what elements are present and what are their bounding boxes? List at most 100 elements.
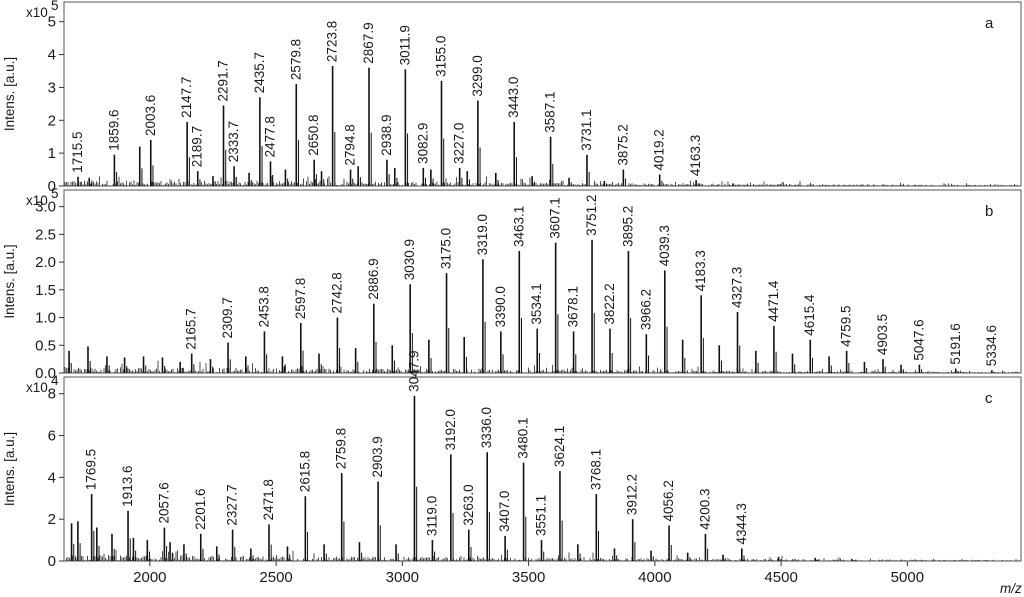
peak-label-c: 3624.1 <box>552 426 567 467</box>
peak-label-a: 4163.3 <box>688 135 703 176</box>
peak-label-c: 3768.1 <box>588 449 603 490</box>
x-tick-label: 5000 <box>891 569 924 586</box>
y-tick-label-b: 1.5 <box>35 282 56 299</box>
peak-label-a: 2938.9 <box>379 114 394 155</box>
peak-label-a: 2435.7 <box>252 52 267 93</box>
baseline-noise-b <box>64 360 1020 373</box>
peak-label-a: 2579.8 <box>288 39 303 80</box>
peak-label-a: 2003.6 <box>143 95 158 136</box>
y-multiplier-exp-b: 5 <box>51 186 59 201</box>
peak-label-c: 3192.0 <box>443 409 458 450</box>
peak-label-c: 3551.1 <box>534 495 549 536</box>
peak-label-a: 3731.1 <box>579 109 594 150</box>
peak-label-c: 3912.2 <box>625 474 640 515</box>
peak-label-b: 4183.3 <box>693 250 708 291</box>
peak-label-b: 3319.0 <box>475 214 490 255</box>
peak-label-c: 2201.6 <box>193 489 208 530</box>
panel-letter-a: a <box>985 15 994 32</box>
peak-label-c: 2615.8 <box>297 451 312 492</box>
y-multiplier-exp-c: 4 <box>51 373 59 388</box>
panel-frame-c <box>63 376 1022 562</box>
x-tick-label: 4500 <box>764 569 797 586</box>
x-tick-label: 3000 <box>386 569 419 586</box>
peak-label-b: 5047.6 <box>911 319 926 360</box>
peak-label-a: 1859.6 <box>106 109 121 150</box>
peak-label-b: 3895.2 <box>620 206 635 247</box>
peak-label-b: 3966.2 <box>638 289 653 330</box>
peak-label-a: 3155.0 <box>433 36 448 77</box>
peak-label-a: 3587.1 <box>543 91 558 132</box>
spectra-layer <box>64 66 1020 561</box>
y-tick-label-a: 1 <box>48 145 56 162</box>
panel-frame-b <box>63 189 1022 374</box>
y-tick-label-a: 5 <box>48 14 56 31</box>
peak-label-c: 2471.8 <box>261 479 276 520</box>
peak-label-b: 2742.8 <box>329 272 344 313</box>
peak-label-a: 4019.2 <box>652 129 667 170</box>
peak-label-c: 3047.9 <box>406 351 421 392</box>
x-tick-label: 2500 <box>259 569 292 586</box>
y-tick-label-b: 1.0 <box>35 310 56 327</box>
y-multiplier-c: x10 <box>26 380 48 395</box>
peak-label-c: 1913.6 <box>120 466 135 507</box>
y-multiplier-b: x10 <box>26 193 48 208</box>
peak-label-b: 3751.2 <box>584 195 599 236</box>
peak-label-c: 2327.7 <box>225 484 240 525</box>
peak-label-c: 4056.2 <box>661 480 676 521</box>
peak-label-a: 2189.7 <box>190 126 205 167</box>
y-tick-label-a: 0 <box>48 178 56 195</box>
y-tick-label-a: 3 <box>48 79 56 96</box>
peak-labels-layer: 1715.5 1859.6 2003.6 2147.7 2189.7 2291.7 2333… <box>70 21 999 545</box>
peak-label-a: 3011.9 <box>397 25 412 65</box>
peak-label-c: 4200.3 <box>697 489 712 530</box>
peak-label-b: 3175.0 <box>439 228 454 269</box>
peak-label-a: 1715.5 <box>70 132 85 173</box>
peak-label-a: 3227.0 <box>452 123 467 164</box>
peak-label-a: 3443.0 <box>506 77 521 118</box>
peak-label-b: 2597.8 <box>293 278 308 319</box>
peak-label-b: 3678.1 <box>566 286 581 327</box>
peak-label-a: 2650.8 <box>306 114 321 155</box>
peak-label-b: 2886.9 <box>366 258 381 299</box>
peak-label-a: 2723.8 <box>325 21 340 62</box>
peak-label-c: 2903.9 <box>370 436 385 477</box>
y-axis-title-c: Intens. [a.u.] <box>2 432 17 506</box>
peak-label-b: 4039.3 <box>657 225 672 266</box>
peak-label-a: 3299.0 <box>470 55 485 96</box>
peak-label-a: 2291.7 <box>216 60 231 101</box>
peak-label-b: 3390.0 <box>493 286 508 327</box>
y-tick-label-c: 0 <box>48 553 56 570</box>
y-tick-label-b: 2.5 <box>35 226 56 243</box>
panel-letter-c: c <box>985 390 993 407</box>
panel-letter-b: b <box>985 203 993 220</box>
peak-label-b: 3534.1 <box>529 283 544 324</box>
panel-frame-a <box>63 1 1022 187</box>
y-axis-title-a: Intens. [a.u.] <box>2 57 17 131</box>
y-tick-label-c: 2 <box>48 511 56 528</box>
peak-label-b: 4615.4 <box>802 294 817 336</box>
peak-label-b: 3607.1 <box>548 197 563 238</box>
peak-label-c: 3263.0 <box>461 484 476 525</box>
peak-label-a: 3082.9 <box>415 123 430 164</box>
peak-label-b: 5334.6 <box>984 325 999 366</box>
y-multiplier-a: x10 <box>26 5 48 20</box>
y-tick-label-b: 3.0 <box>35 199 56 216</box>
peak-label-b: 3822.2 <box>602 283 617 324</box>
peak-label-c: 3407.0 <box>497 491 512 532</box>
baseline-noise-a <box>64 175 1020 186</box>
peak-label-b: 5191.6 <box>948 323 963 364</box>
peak-label-c: 2759.8 <box>334 428 349 469</box>
y-tick-label-a: 2 <box>48 112 56 129</box>
peak-label-c: 3336.0 <box>479 407 494 448</box>
y-tick-label-b: 0.5 <box>35 337 56 354</box>
y-tick-label-a: 4 <box>48 47 56 64</box>
y-tick-label-b: 2.0 <box>35 254 56 271</box>
x-tick-label: 2000 <box>133 569 166 586</box>
peak-label-b: 3463.1 <box>511 206 526 247</box>
peak-label-a: 2477.8 <box>262 116 277 157</box>
peak-label-b: 2309.7 <box>220 297 235 338</box>
peak-label-a: 2867.9 <box>361 22 376 63</box>
y-tick-label-c: 4 <box>48 469 56 486</box>
